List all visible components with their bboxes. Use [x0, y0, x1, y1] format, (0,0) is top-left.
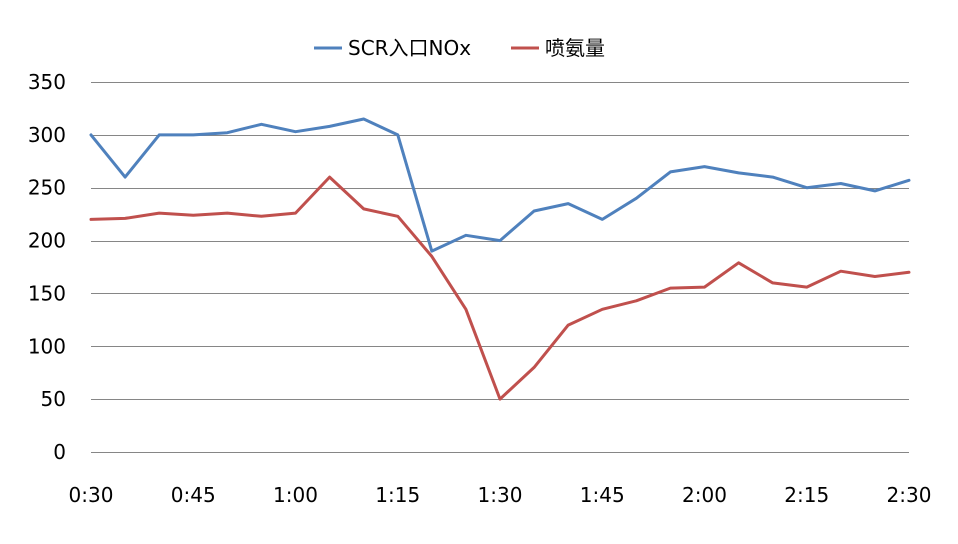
- series-line-2: [89, 175, 911, 401]
- y-tick-label: 300: [28, 123, 66, 147]
- x-axis-ticks: 0:30 0:45 1:00 1:15 1:30 1:45 2:00 2:15 2:30: [69, 483, 932, 507]
- x-tick-label: 1:45: [580, 483, 625, 507]
- y-tick-label: 50: [41, 387, 66, 411]
- y-tick-label: 250: [28, 176, 66, 200]
- legend: SCR入口NOx 喷氨量: [314, 36, 605, 60]
- x-tick-label: 2:15: [784, 483, 829, 507]
- x-tick-label: 2:00: [682, 483, 727, 507]
- x-tick-label: 2:30: [887, 483, 932, 507]
- y-tick-label: 100: [28, 334, 66, 358]
- y-tick-label: 0: [53, 440, 66, 464]
- series-line-1: [89, 117, 911, 253]
- x-tick-label: 1:30: [478, 483, 523, 507]
- legend-label-2: 喷氨量: [545, 36, 605, 60]
- y-tick-label: 200: [28, 229, 66, 253]
- y-tick-label: 350: [28, 70, 66, 94]
- x-tick-label: 1:00: [273, 483, 318, 507]
- x-tick-label: 0:30: [69, 483, 114, 507]
- x-tick-label: 0:45: [171, 483, 216, 507]
- x-tick-label: 1:15: [375, 483, 420, 507]
- y-axis-ticks: 0 50 100 150 200 250 300 350: [28, 70, 66, 464]
- series: [89, 117, 911, 401]
- y-tick-label: 150: [28, 281, 66, 305]
- legend-label-1: SCR入口NOx: [348, 36, 471, 60]
